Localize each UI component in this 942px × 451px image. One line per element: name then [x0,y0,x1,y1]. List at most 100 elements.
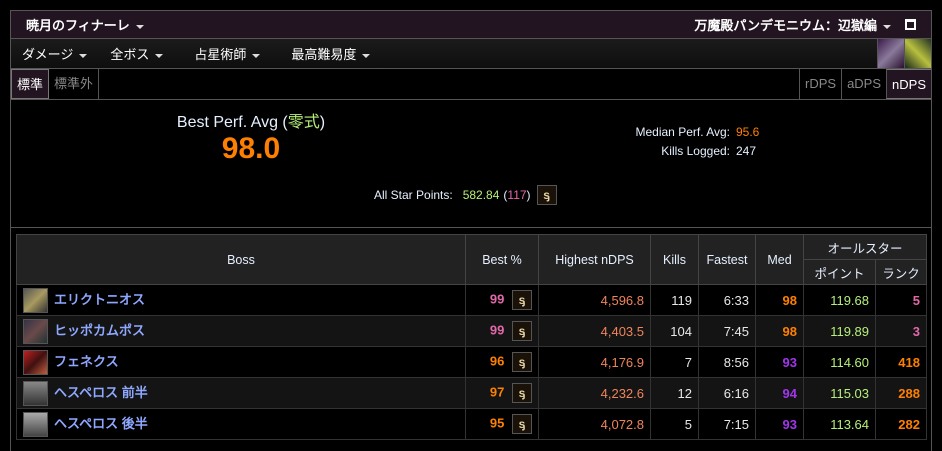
med-value: 93 [755,346,804,378]
difficulty-label: 零式 [287,114,320,131]
med-value: 98 [755,284,804,316]
best-perf-text: Best Perf. Avg ( [176,114,288,131]
kills-value: 119 [650,284,699,316]
boss-portrait-icon [23,411,48,437]
med-value: 98 [755,315,804,347]
key-icon[interactable] [904,39,931,68]
chevron-down-icon [155,53,164,58]
tab-ndps[interactable]: nDPS [886,69,931,99]
fastest-value: 7:45 [698,315,756,347]
chevron-down-icon [252,53,261,58]
table-row: ヒッポカムポス 99 ᶊ 4,403.5 104 7:45 98 119.89 … [16,315,927,347]
log-icon[interactable]: ᶊ [512,383,532,403]
fastest-value: 6:16 [698,377,756,409]
best-value: 99 [489,322,505,338]
col-best[interactable]: Best % [465,234,539,285]
maximize-icon[interactable] [905,19,916,30]
menu-label: ダメージ [22,47,74,62]
col-highest[interactable]: Highest nDPS [538,234,651,285]
best-perf-value: 98.0 [221,132,281,165]
points-value: 119.68 [803,284,876,316]
filter-menu: ダメージ 全ボス 占星術師 最高難易度 [11,39,931,69]
boss-portrait-icon [23,380,48,406]
rank-value: 288 [875,377,927,409]
zone-label: 万魔殿パンデモニウム：辺獄編 [694,18,877,33]
tab-adps[interactable]: aDPS [841,69,886,99]
boss-portrait-icon [23,318,48,344]
best-cell: 97 ᶊ [465,377,539,409]
boss-name[interactable]: ヘスペロス 前半 [54,384,148,400]
table-row: ヘスペロス 後半 95 ᶊ 4,072.8 5 7:15 93 113.64 2… [16,408,927,440]
fastest-value: 7:15 [698,408,756,440]
expansion-dropdown[interactable]: 暁月のフィナーレ [26,15,144,34]
col-fastest[interactable]: Fastest [698,234,756,285]
col-allstar: オールスター [803,234,927,260]
table-row: フェネクス 96 ᶊ 4,176.9 7 8:56 93 114.60 418 [16,346,927,378]
highest-value: 4,072.8 [538,408,651,440]
boss-cell[interactable]: ヘスペロス 前半 [16,377,466,409]
best-cell: 96 ᶊ [465,346,539,378]
kills-label: Kills Logged: [661,144,730,158]
col-rank[interactable]: ランク [875,259,927,285]
kills-value: 12 [650,377,699,409]
med-value: 94 [755,377,804,409]
zone-dropdown[interactable]: 万魔殿パンデモニウム：辺獄編 [694,15,891,34]
highest-value: 4,596.8 [538,284,651,316]
boss-cell[interactable]: エリクトニオス [16,284,466,316]
col-boss[interactable]: Boss [16,234,466,285]
chevron-down-icon [362,53,371,58]
boss-table: Boss Best % Highest nDPS Kills Fastest M… [16,234,927,440]
paren: ) [319,114,326,131]
best-perf-label: Best Perf. Avg (零式) [161,108,341,132]
col-points[interactable]: ポイント [803,259,876,285]
boss-dropdown[interactable]: 全ボス [99,44,175,63]
chevron-down-icon [883,24,891,29]
log-icon[interactable]: ᶊ [536,185,557,205]
kills-value: 247 [736,144,757,158]
chevron-down-icon [79,53,88,58]
header-bar: 暁月のフィナーレ 万魔殿パンデモニウム：辺獄編 [11,11,931,39]
log-icon[interactable]: ᶊ [512,321,532,341]
median-value: 95.6 [736,125,760,139]
rank-value: 5 [875,284,927,316]
asp-value: 582.84 [462,188,500,202]
metric-dropdown[interactable]: ダメージ [11,44,99,63]
log-icon[interactable]: ᶊ [512,414,532,434]
col-kills[interactable]: Kills [650,234,699,285]
boss-name[interactable]: ヘスペロス 後半 [54,415,148,431]
kills-value: 104 [650,315,699,347]
expansion-label: 暁月のフィナーレ [26,18,130,33]
boss-name[interactable]: フェネクス [54,353,119,369]
highest-value: 4,232.6 [538,377,651,409]
boss-name[interactable]: ヒッポカムポス [54,322,146,338]
tab-standard[interactable]: 標準 [11,69,50,99]
col-med[interactable]: Med [755,234,804,285]
boss-cell[interactable]: ヒッポカムポス [16,315,466,347]
menu-label: 最高難易度 [291,47,357,62]
job-dropdown[interactable]: 占星術師 [183,44,272,63]
log-icon[interactable]: ᶊ [512,290,532,310]
best-value: 95 [489,415,505,431]
asp-label: All Star Points: [374,188,453,202]
fastest-value: 8:56 [698,346,756,378]
boss-cell[interactable]: フェネクス [16,346,466,378]
points-value: 113.64 [803,408,876,440]
best-value: 96 [489,353,505,369]
best-cell: 99 ᶊ [465,284,539,316]
kills-value: 5 [650,408,699,440]
difficulty-dropdown[interactable]: 最高難易度 [280,44,382,63]
tab-non-standard[interactable]: 標準外 [49,69,100,99]
fastest-value: 6:33 [698,284,756,316]
best-cell: 99 ᶊ [465,315,539,347]
raid-swords-icon[interactable] [877,39,904,68]
best-value: 97 [489,384,505,400]
tab-rdps[interactable]: rDPS [799,69,841,99]
log-icon[interactable]: ᶊ [512,352,532,372]
boss-name[interactable]: エリクトニオス [54,291,146,307]
table-row: エリクトニオス 99 ᶊ 4,596.8 119 6:33 98 119.68 … [16,284,927,316]
boss-cell[interactable]: ヘスペロス 後半 [16,408,466,440]
best-cell: 95 ᶊ [465,408,539,440]
all-star-points: All Star Points: 582.84 (117) ᶊ [374,185,557,205]
rank-value: 282 [875,408,927,440]
rank-value: 3 [875,315,927,347]
